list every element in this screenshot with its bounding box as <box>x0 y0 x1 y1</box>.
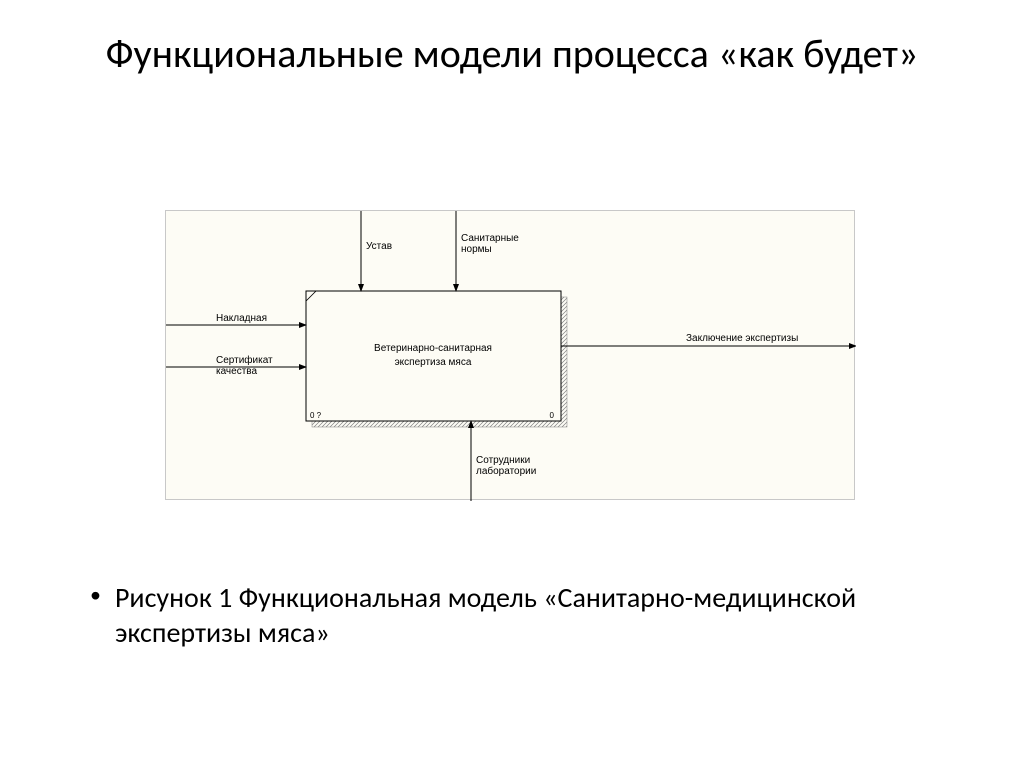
caption-text: Рисунок 1 Функциональная модель «Санитар… <box>115 580 930 650</box>
input-label-2b: качества <box>216 366 257 377</box>
diagram-svg: Ветеринарно-санитарная экспертиза мяса 0… <box>166 211 856 501</box>
box-corner-left: 0 ? <box>310 411 322 420</box>
output-label-1: Заключение экспертизы <box>686 333 798 344</box>
box-corner-right: 0 <box>550 411 555 420</box>
input-label-1: Накладная <box>216 313 267 324</box>
control-label-2a: Санитарные <box>461 233 519 244</box>
slide-title: Функциональные модели процесса «как буде… <box>0 0 1024 88</box>
bullet-icon: • <box>90 580 101 611</box>
control-label-1: Устав <box>366 241 392 252</box>
activity-label-line2: экспертиза мяса <box>395 357 472 368</box>
mechanism-label-1b: лаборатории <box>476 465 536 477</box>
input-label-2a: Сертификат <box>216 354 273 366</box>
caption-area: • Рисунок 1 Функциональная модель «Санит… <box>90 580 930 650</box>
activity-box <box>306 291 561 421</box>
mechanism-label-1a: Сотрудники <box>476 455 530 466</box>
control-label-2b: нормы <box>461 244 492 255</box>
idef0-diagram: Ветеринарно-санитарная экспертиза мяса 0… <box>165 210 855 500</box>
activity-label-line1: Ветеринарно-санитарная <box>374 343 492 354</box>
